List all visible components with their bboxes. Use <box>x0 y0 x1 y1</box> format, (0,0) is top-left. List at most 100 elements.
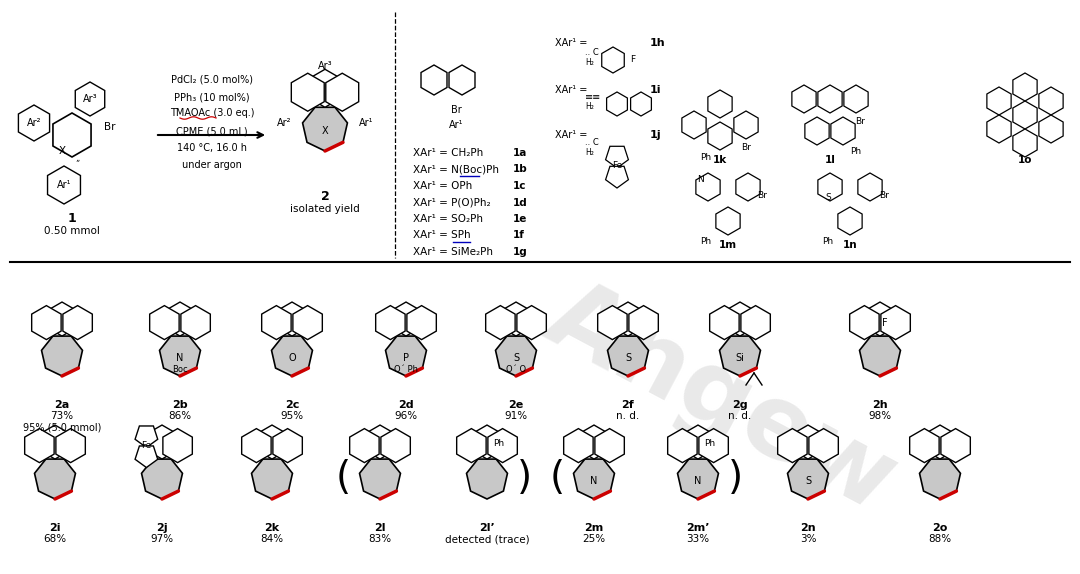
Polygon shape <box>1013 101 1037 129</box>
Text: N: N <box>176 353 184 363</box>
Text: 2b: 2b <box>172 400 188 410</box>
Polygon shape <box>135 426 158 448</box>
Polygon shape <box>391 302 421 336</box>
Text: 2h: 2h <box>873 400 888 410</box>
Polygon shape <box>242 429 271 463</box>
Text: Br: Br <box>855 117 865 126</box>
Polygon shape <box>573 459 615 499</box>
Polygon shape <box>141 459 183 499</box>
Text: Br: Br <box>104 122 116 132</box>
Text: under argon: under argon <box>183 160 242 170</box>
Text: Boc: Boc <box>172 364 188 374</box>
Text: Br: Br <box>741 144 751 153</box>
Polygon shape <box>860 336 901 376</box>
Text: 88%: 88% <box>929 534 951 544</box>
Polygon shape <box>716 207 740 235</box>
Polygon shape <box>278 302 307 336</box>
Text: n. d.: n. d. <box>728 411 752 421</box>
Polygon shape <box>165 302 194 336</box>
Text: 96%: 96% <box>394 411 418 421</box>
Text: S: S <box>805 476 811 486</box>
Text: .. C: .. C <box>585 138 598 147</box>
Polygon shape <box>809 429 838 463</box>
Polygon shape <box>1039 87 1063 115</box>
Text: N: N <box>694 476 702 486</box>
Text: 140 °C, 16.0 h: 140 °C, 16.0 h <box>177 143 247 153</box>
Text: XAr¹ =: XAr¹ = <box>555 85 588 95</box>
Polygon shape <box>629 305 659 340</box>
Polygon shape <box>449 65 475 95</box>
Polygon shape <box>48 166 80 204</box>
Polygon shape <box>180 305 211 340</box>
Polygon shape <box>919 459 960 499</box>
Text: Ar³: Ar³ <box>318 61 333 71</box>
Polygon shape <box>360 459 401 499</box>
Polygon shape <box>734 111 758 139</box>
Text: Angew: Angew <box>529 268 910 532</box>
Text: detected (trace): detected (trace) <box>445 534 529 544</box>
Polygon shape <box>40 425 70 459</box>
Polygon shape <box>350 429 379 463</box>
Polygon shape <box>710 305 739 340</box>
Text: XAr¹ = P(O)Ph₂: XAr¹ = P(O)Ph₂ <box>413 197 490 207</box>
Text: 1n: 1n <box>842 240 858 250</box>
Polygon shape <box>35 459 76 499</box>
Polygon shape <box>135 446 158 467</box>
Text: 2n: 2n <box>800 523 815 533</box>
Polygon shape <box>271 336 312 376</box>
Text: XAr¹ = OPh: XAr¹ = OPh <box>413 181 472 191</box>
Text: N: N <box>591 476 597 486</box>
Text: Ph: Ph <box>850 146 862 156</box>
Polygon shape <box>909 429 940 463</box>
Polygon shape <box>517 305 546 340</box>
Text: .. C: .. C <box>585 48 598 57</box>
Polygon shape <box>261 305 292 340</box>
Polygon shape <box>792 85 816 113</box>
Text: Ph: Ph <box>823 236 834 246</box>
Polygon shape <box>163 429 192 463</box>
Polygon shape <box>613 302 643 336</box>
Polygon shape <box>252 459 293 499</box>
Text: 2f: 2f <box>622 400 634 410</box>
Polygon shape <box>1013 129 1037 157</box>
Polygon shape <box>707 90 732 118</box>
Text: 1: 1 <box>68 211 77 224</box>
Polygon shape <box>486 305 515 340</box>
Polygon shape <box>926 425 955 459</box>
Text: Br: Br <box>450 105 461 115</box>
Text: 1g: 1g <box>513 247 528 257</box>
Text: 95%: 95% <box>281 411 303 421</box>
Text: 1l: 1l <box>824 155 836 165</box>
Polygon shape <box>488 429 517 463</box>
Polygon shape <box>467 459 508 499</box>
Polygon shape <box>292 73 324 111</box>
Text: 25%: 25% <box>582 534 606 544</box>
Polygon shape <box>838 207 862 235</box>
Text: Ar²: Ar² <box>27 118 41 128</box>
Polygon shape <box>726 302 755 336</box>
Polygon shape <box>843 85 868 113</box>
Polygon shape <box>76 82 105 116</box>
Polygon shape <box>41 336 82 376</box>
Text: ): ) <box>516 459 531 497</box>
Text: 1i: 1i <box>650 85 661 95</box>
Text: (: ( <box>550 459 565 497</box>
Polygon shape <box>381 429 410 463</box>
Text: Br: Br <box>879 191 889 200</box>
Text: 68%: 68% <box>43 534 67 544</box>
Polygon shape <box>48 302 77 336</box>
Text: 1b: 1b <box>513 165 528 174</box>
Text: 2l: 2l <box>375 523 386 533</box>
Polygon shape <box>150 305 179 340</box>
Polygon shape <box>56 429 85 463</box>
Text: 1a: 1a <box>513 148 527 158</box>
Polygon shape <box>595 429 624 463</box>
Text: 2c: 2c <box>285 400 299 410</box>
Text: 2m: 2m <box>584 523 604 533</box>
Text: 2j: 2j <box>157 523 167 533</box>
Text: H₂: H₂ <box>585 148 594 157</box>
Text: 3%: 3% <box>800 534 816 544</box>
Text: XAr¹ =: XAr¹ = <box>555 130 588 140</box>
Polygon shape <box>858 173 882 201</box>
Text: 2m’: 2m’ <box>686 523 710 533</box>
